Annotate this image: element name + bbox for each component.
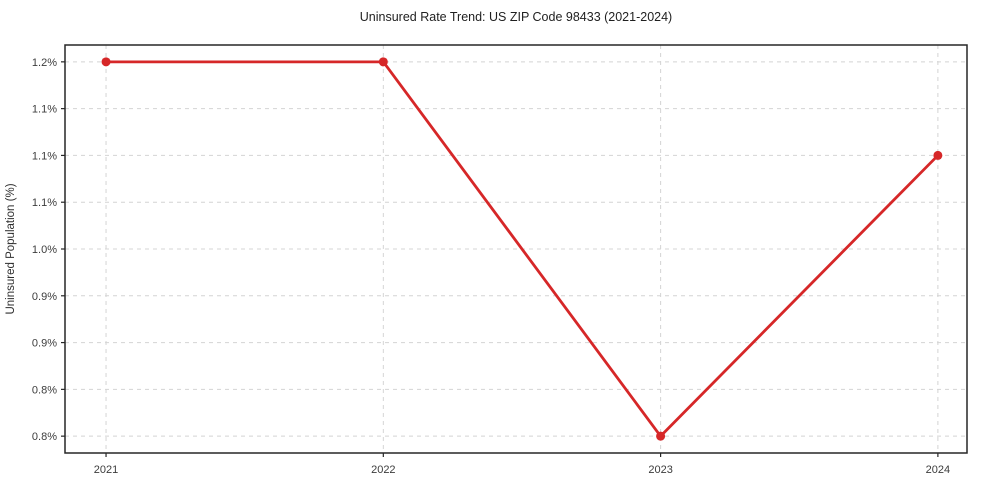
data-point <box>933 150 943 160</box>
plot-area: 0.8% 0.8% 0.9% 0.9% 1.0% 1.1% 1.1% 1.1% 1.2% 2021… <box>32 44 968 476</box>
y-tick-label: 0.9% <box>32 338 57 350</box>
data-point <box>656 431 666 441</box>
y-axis-label: Uninsured Population (%) <box>5 183 17 314</box>
x-tick-label: 2022 <box>371 464 395 476</box>
data-point <box>101 57 111 67</box>
y-tick-label: 0.8% <box>32 384 57 396</box>
chart-title: Uninsured Rate Trend: US ZIP Code 98433 … <box>360 10 672 24</box>
x-tick-label: 2023 <box>648 464 672 476</box>
y-tick-label: 1.0% <box>32 244 57 256</box>
data-point <box>378 57 388 67</box>
data-line <box>104 60 940 438</box>
y-tick-label: 1.1% <box>32 104 57 116</box>
x-tick-label: 2024 <box>926 464 950 476</box>
axes-frame <box>64 44 968 454</box>
x-tick-label: 2021 <box>94 464 118 476</box>
y-tick-label: 1.2% <box>32 57 57 69</box>
y-tick-label: 1.1% <box>32 150 57 162</box>
y-tick-label: 0.8% <box>32 431 57 443</box>
y-tick-label: 0.9% <box>32 291 57 303</box>
y-tick-label: 1.1% <box>32 197 57 209</box>
